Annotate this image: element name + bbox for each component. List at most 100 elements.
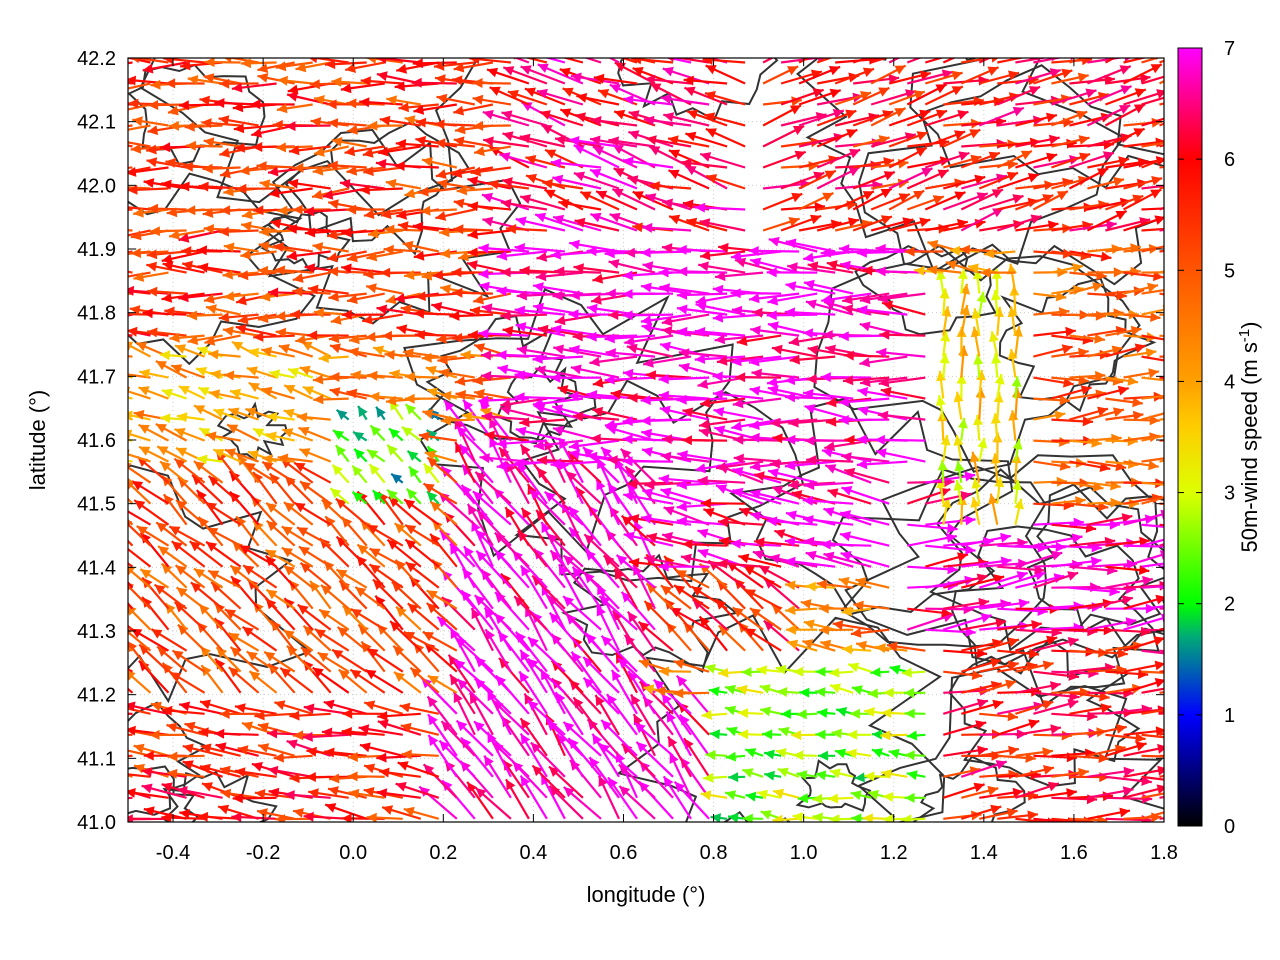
wind-arrow-head (1157, 765, 1164, 776)
wind-arrow-head (1113, 308, 1124, 319)
wind-arrow-head (322, 189, 334, 200)
wind-arrow-head (1151, 117, 1162, 128)
wind-arrow-head (476, 530, 487, 541)
wind-arrow-head (1008, 70, 1019, 81)
wind-arrow-head (426, 387, 438, 398)
wind-arrow-head (786, 510, 797, 521)
wind-arrow-head (973, 354, 984, 365)
wind-arrow-head (276, 103, 288, 114)
wind-arrow-head (500, 198, 512, 209)
wind-arrow-head (266, 502, 278, 513)
wind-arrow-head (807, 261, 819, 272)
wind-arrow-head (1076, 110, 1088, 120)
wind-arrow-head (143, 806, 155, 817)
wind-arrow-head (548, 58, 550, 59)
wind-arrow-head (283, 408, 295, 419)
wind-arrow-head (296, 412, 308, 423)
wind-arrow-head (991, 353, 1002, 364)
wind-arrow-head (1012, 787, 1024, 798)
wind-arrow-head (775, 664, 787, 675)
wind-arrow-head (767, 295, 779, 306)
wind-arrow-head (965, 544, 976, 555)
wind-arrow-shaft (128, 229, 151, 237)
wind-arrow-head (283, 630, 295, 640)
wind-arrow-head (712, 284, 724, 295)
wind-arrow-head (1121, 595, 1133, 605)
wind-arrow-head (882, 814, 893, 822)
wind-arrow-head (519, 133, 531, 144)
wind-arrow-head (914, 266, 925, 276)
wind-arrow-head (881, 769, 892, 779)
wind-arrow-shaft (128, 343, 152, 358)
wind-arrow-head (697, 379, 709, 389)
wind-arrow-head (292, 286, 303, 297)
wind-arrow-head (628, 130, 640, 140)
wind-arrow-head (778, 726, 790, 737)
wind-arrow-head (267, 765, 279, 776)
wind-arrow-shaft (1141, 538, 1164, 547)
wind-arrow-head (496, 286, 507, 297)
wind-arrow-head (151, 629, 163, 639)
wind-arrow-head (345, 63, 356, 73)
wind-arrow-head (1115, 211, 1127, 220)
wind-arrow-head (556, 46, 567, 56)
wind-arrow-head (328, 199, 339, 210)
wind-arrow-head (871, 729, 883, 740)
wind-arrow-shaft (1141, 376, 1164, 382)
wind-arrow-head (569, 136, 580, 146)
wind-arrow-head (292, 273, 304, 283)
wind-arrow-head (555, 135, 566, 146)
wind-arrow-head (592, 406, 604, 417)
wind-arrow-head (469, 58, 480, 65)
wind-arrow-head (935, 109, 947, 119)
wind-arrow-head (590, 168, 602, 179)
wind-arrow-head (705, 128, 717, 138)
wind-arrow-head (218, 115, 230, 126)
wind-arrow-head (894, 108, 906, 118)
wind-arrow-shaft (128, 313, 151, 316)
wind-arrow-head (329, 773, 340, 784)
wind-arrow-head (335, 445, 346, 457)
wind-arrow-head (439, 368, 450, 378)
wind-arrow-head (568, 440, 580, 451)
wind-arrow-head (165, 78, 176, 89)
wind-arrow-head (435, 74, 446, 85)
wind-arrow-head (848, 167, 860, 177)
wind-arrow-head (537, 324, 549, 335)
wind-arrow-head (167, 105, 179, 116)
wind-arrow-head (709, 729, 720, 740)
wind-arrow-head (875, 243, 886, 254)
wind-arrow-head (357, 544, 369, 555)
wind-arrow-head (1071, 533, 1083, 544)
wind-arrow-shaft (1141, 334, 1164, 341)
wind-arrow-head (249, 671, 261, 682)
wind-arrow-head (876, 347, 887, 358)
wind-arrow-head (608, 136, 619, 147)
wind-arrow-head (768, 321, 779, 332)
wind-arrow-shaft (906, 58, 923, 64)
wind-arrow-head (806, 374, 817, 384)
wind-arrow-head (325, 59, 336, 70)
wind-arrow-head (307, 284, 319, 295)
wind-arrow-head (439, 740, 451, 752)
wind-arrow-head (440, 415, 451, 426)
wind-arrow-head (481, 569, 492, 581)
wind-arrow-head (1157, 743, 1164, 754)
wind-arrow-head (1167, 267, 1177, 277)
wind-arrow-head (851, 685, 863, 695)
wind-arrow-head (949, 245, 960, 256)
wind-arrow-head (506, 779, 516, 791)
wind-arrow-head (843, 375, 854, 386)
wind-arrow-head (685, 131, 697, 142)
wind-arrow-head (514, 305, 526, 316)
wind-arrow-head (562, 502, 572, 514)
wind-arrow-head (204, 293, 215, 304)
wind-arrow-head (214, 728, 225, 739)
wind-arrow-head (98, 542, 109, 552)
wind-arrow-head (717, 517, 729, 528)
wind-arrow-head (954, 191, 966, 201)
wind-arrow-head (271, 620, 282, 632)
wind-arrow-head (178, 292, 189, 303)
wind-arrow-head (1056, 476, 1067, 487)
wind-arrow-head (829, 667, 840, 678)
